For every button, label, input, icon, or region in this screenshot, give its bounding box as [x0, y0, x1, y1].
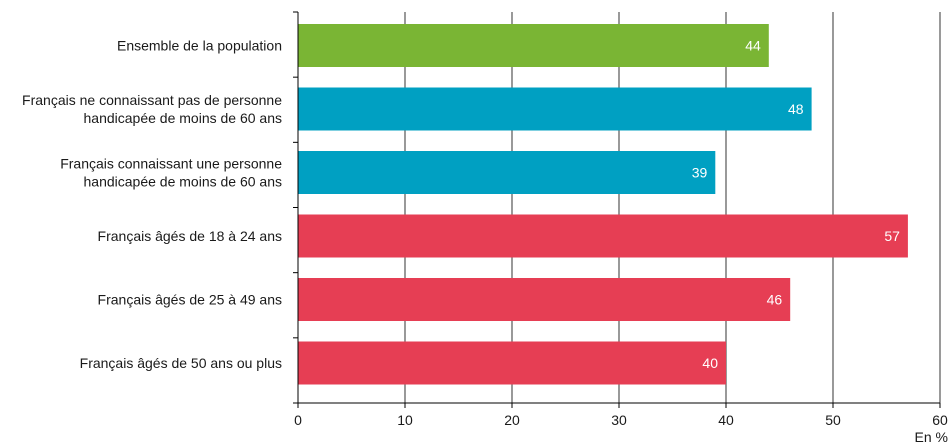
- bar: [298, 24, 769, 67]
- bar: [298, 88, 812, 131]
- data-label: 44: [745, 38, 761, 54]
- x-tick-label: 10: [397, 412, 413, 428]
- x-unit-label: En %: [915, 429, 948, 445]
- x-tick-label: 20: [504, 412, 520, 428]
- category-labels: Ensemble de la population Français ne con…: [22, 38, 282, 372]
- x-tick-label: 40: [718, 412, 734, 428]
- bar: [298, 215, 908, 258]
- bar: [298, 151, 715, 194]
- category-label: Ensemble de la population: [117, 38, 282, 54]
- x-tick-label: 0: [294, 412, 302, 428]
- bars: 44 48 39 57 46 40: [298, 24, 908, 385]
- data-label: 40: [702, 355, 718, 371]
- bar: [298, 342, 726, 385]
- data-label: 48: [788, 101, 804, 117]
- category-label: Français connaissant une personne handica…: [60, 156, 282, 190]
- data-label: 46: [767, 292, 783, 308]
- category-label: Français âgés de 50 ans ou plus: [80, 355, 282, 371]
- data-label: 57: [884, 228, 900, 244]
- x-tick-label: 50: [825, 412, 841, 428]
- data-label: 39: [692, 165, 708, 181]
- x-tick-label: 30: [611, 412, 627, 428]
- category-label: Français âgés de 18 à 24 ans: [98, 228, 282, 244]
- category-label: Français ne connaissant pas de personne h…: [22, 92, 282, 126]
- category-label: Français âgés de 25 à 49 ans: [98, 292, 282, 308]
- bar: [298, 278, 790, 321]
- x-tick-label: 60: [932, 412, 948, 428]
